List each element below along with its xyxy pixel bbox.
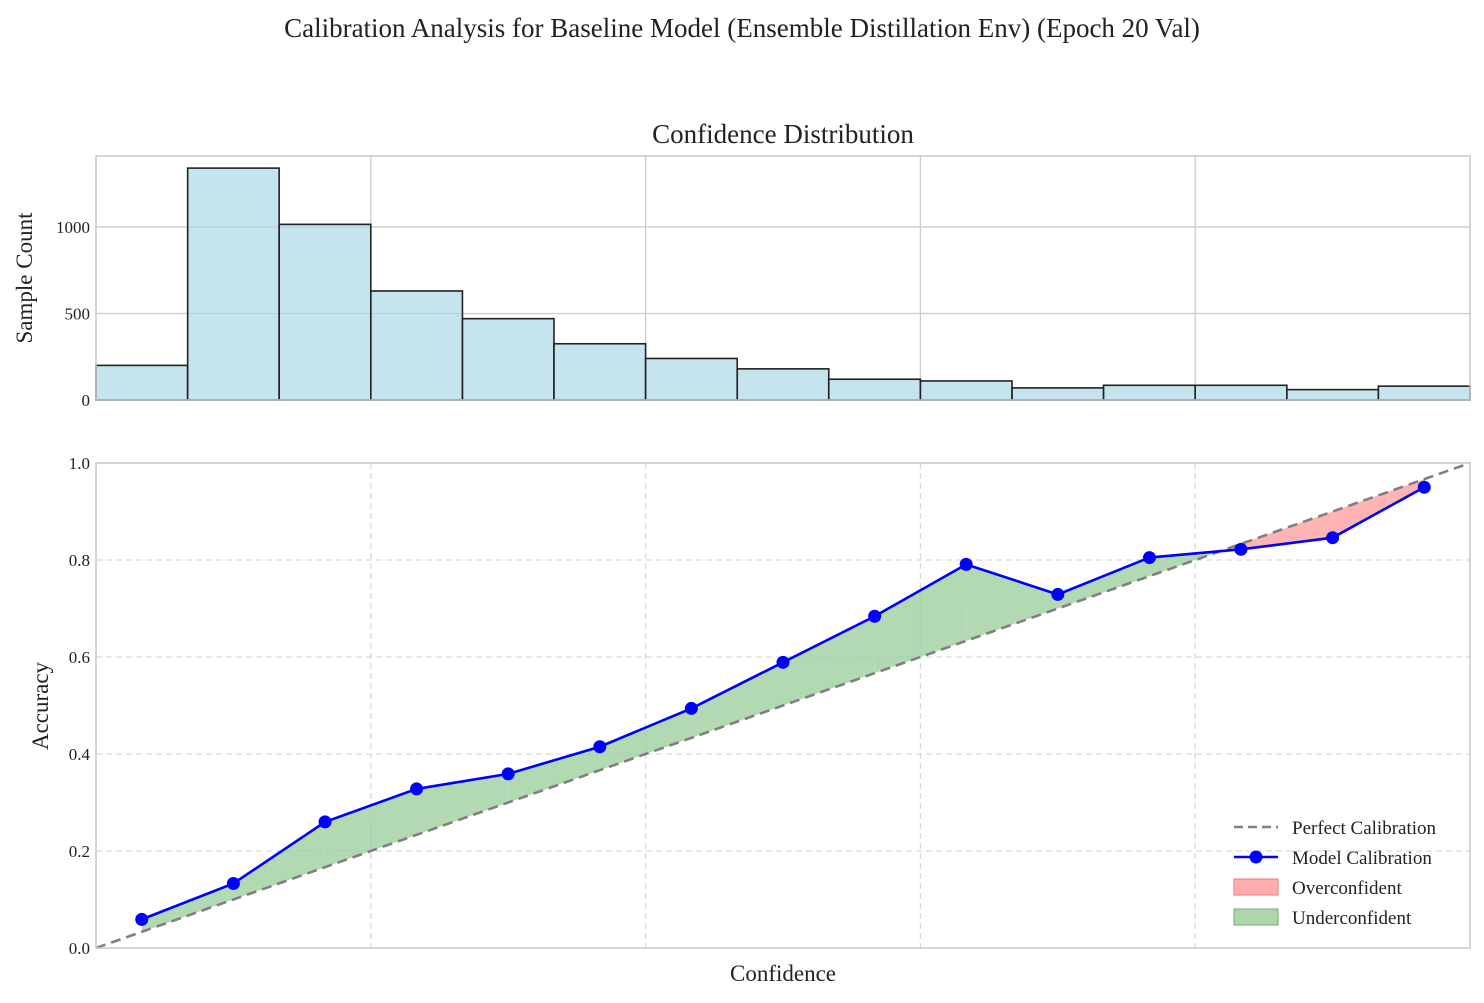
model-calibration-point <box>1051 587 1065 601</box>
model-calibration-point <box>410 782 424 796</box>
histogram-bar <box>1102 384 1196 401</box>
histogram-y-tick-label: 1000 <box>56 218 90 237</box>
reliability-y-tick-label: 0.8 <box>69 551 90 570</box>
histogram-y-tick-label: 500 <box>65 304 91 323</box>
histogram-bar <box>95 364 189 401</box>
histogram-bar <box>461 317 555 401</box>
histogram-y-ticks: 0 500 1000 <box>56 218 90 410</box>
histogram-bar <box>1377 385 1471 401</box>
underconfident-region <box>874 564 967 674</box>
confidence-histogram-panel: Confidence Distribution 0 500 1000 Sample … <box>12 119 1471 410</box>
model-calibration-point <box>135 912 149 926</box>
underconfident-region <box>599 708 692 771</box>
reliability-y-label: Accuracy <box>28 661 53 750</box>
reliability-y-tick-label: 0.6 <box>69 648 90 667</box>
overconfident-region <box>1332 479 1425 538</box>
model-calibration-point <box>501 767 515 781</box>
underconfident-region <box>1057 557 1150 609</box>
legend: Perfect Calibration Model Calibration Ov… <box>1233 818 1437 929</box>
perfect-calibration-diagonal <box>95 461 1471 950</box>
figure-title: Calibration Analysis for Baseline Model … <box>284 13 1200 43</box>
legend-underconfident-label: Underconfident <box>1292 908 1412 929</box>
underconfident-region <box>783 616 875 706</box>
perfect-calibration-line <box>95 461 1471 950</box>
legend-overconfident-label: Overconfident <box>1292 878 1402 899</box>
reliability-grid <box>96 463 1470 948</box>
underconfident-region <box>416 773 509 835</box>
underconfident-region <box>691 662 783 738</box>
histogram-bar <box>736 368 830 401</box>
model-calibration-point <box>868 609 882 623</box>
histogram-title: Confidence Distribution <box>652 119 914 149</box>
reliability-y-tick-label: 1.0 <box>69 454 90 473</box>
underconfident-region <box>508 746 600 803</box>
model-calibration-point <box>1417 480 1431 494</box>
legend-perfect-label: Perfect Calibration <box>1292 818 1437 839</box>
reliability-panel: 0.0 0.2 0.4 0.6 0.8 1.0 Accuracy Confidence P… <box>28 454 1471 986</box>
reliability-y-tick-label: 0.0 <box>69 939 90 958</box>
model-calibration-point <box>593 740 607 754</box>
legend-overconfident-swatch <box>1233 878 1279 896</box>
histogram-frame <box>95 155 1471 401</box>
histogram-bar <box>827 378 922 401</box>
histogram-bar <box>369 290 464 401</box>
underconfident-region <box>233 821 326 900</box>
reliability-frame <box>95 462 1471 949</box>
reliability-x-label: Confidence <box>730 961 836 986</box>
model-calibration-series <box>135 480 1431 926</box>
underconfident-region <box>325 788 417 868</box>
model-calibration-point <box>959 557 973 571</box>
histogram-bars <box>95 167 1471 401</box>
model-calibration-point <box>226 876 240 890</box>
model-calibration-point <box>1142 551 1156 565</box>
histogram-bar <box>919 380 1013 401</box>
reliability-y-ticks: 0.0 0.2 0.4 0.6 0.8 1.0 <box>69 454 91 958</box>
legend-model-marker <box>1249 850 1263 864</box>
histogram-bar <box>553 342 647 401</box>
reliability-y-tick-label: 0.4 <box>69 745 91 764</box>
histogram-bar <box>1011 387 1105 401</box>
underconfident-region <box>966 564 1058 641</box>
legend-underconfident-swatch <box>1233 908 1279 926</box>
histogram-bar <box>278 223 372 401</box>
histogram-bar <box>1286 388 1380 401</box>
histogram-bar <box>186 167 280 401</box>
histogram-bar <box>644 357 739 401</box>
reliability-y-tick-label: 0.2 <box>69 842 90 861</box>
histogram-y-tick-label: 0 <box>82 391 91 410</box>
model-calibration-point <box>1326 531 1340 545</box>
model-calibration-point <box>776 655 790 669</box>
model-calibration-point <box>318 815 332 829</box>
underconfident-region <box>141 883 234 932</box>
model-calibration-point <box>684 701 698 715</box>
model-calibration-point <box>1234 542 1248 556</box>
legend-model-label: Model Calibration <box>1292 848 1432 869</box>
histogram-bar <box>1194 384 1288 401</box>
histogram-y-label: Sample Count <box>12 212 37 344</box>
